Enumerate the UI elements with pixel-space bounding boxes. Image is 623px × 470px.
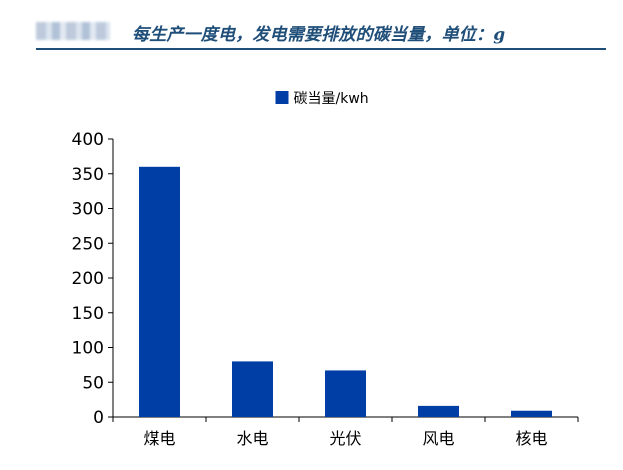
y-tick-label: 400 [72, 130, 104, 150]
y-tick-label: 150 [72, 304, 104, 324]
x-tick-label: 核电 [515, 429, 547, 448]
bar [325, 370, 366, 417]
legend-swatch [275, 91, 289, 104]
y-axis: 0 50 100 150 200 250 300 350 400 [72, 130, 114, 428]
chart-title: 每生产一度电，发电需要排放的碳当量，单位：g [132, 25, 506, 45]
y-tick-label: 0 [93, 408, 104, 428]
x-axis: 煤电 水电 光伏 风电 核电 [112, 416, 579, 448]
x-tick-label: 煤电 [143, 429, 175, 448]
bar [511, 410, 552, 417]
blurred-source-label [36, 22, 110, 40]
x-tick-label: 风电 [422, 429, 454, 448]
bar [418, 405, 459, 417]
bar [232, 361, 273, 417]
chart-header: 每生产一度电，发电需要排放的碳当量，单位：g [36, 14, 606, 50]
x-tick-label: 光伏 [329, 429, 361, 448]
bars [139, 166, 552, 417]
y-tick-label: 250 [72, 234, 104, 254]
y-tick-label: 300 [72, 200, 104, 220]
legend: 碳当量/kwh [275, 91, 369, 107]
y-tick-label: 100 [72, 339, 104, 359]
y-tick-label: 350 [72, 165, 104, 185]
bar [139, 166, 180, 417]
legend-label: 碳当量/kwh [294, 91, 369, 107]
x-tick-label: 水电 [236, 429, 268, 448]
y-tick-label: 200 [72, 269, 104, 289]
y-tick-label: 50 [82, 373, 104, 393]
